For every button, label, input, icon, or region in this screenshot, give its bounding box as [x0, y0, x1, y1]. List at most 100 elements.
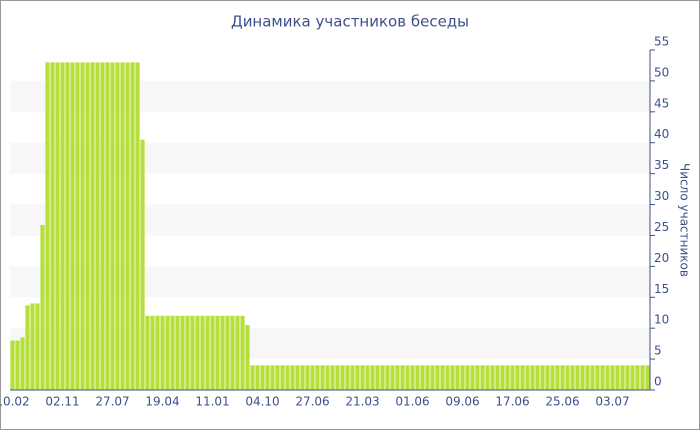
bar — [165, 315, 170, 390]
bar — [390, 365, 395, 390]
bar — [90, 62, 95, 390]
bar — [410, 365, 415, 390]
bar — [595, 365, 600, 390]
bar — [445, 365, 450, 390]
x-tick-label: 02.11 — [45, 395, 79, 409]
x-tick-label: 11.01 — [195, 395, 229, 409]
bar — [295, 365, 300, 390]
bar — [495, 365, 500, 390]
bar — [360, 365, 365, 390]
bar — [190, 315, 195, 390]
bar — [475, 365, 480, 390]
bar — [155, 315, 160, 390]
bar — [335, 365, 340, 390]
bar — [45, 62, 50, 390]
bar — [645, 365, 650, 390]
bar — [25, 305, 30, 390]
bar — [235, 315, 240, 390]
bar — [275, 365, 280, 390]
bar — [135, 62, 140, 390]
y-tick-label: 35 — [654, 158, 669, 172]
bar — [620, 365, 625, 390]
bar — [625, 365, 630, 390]
y-tick-label: 55 — [654, 35, 669, 49]
bar — [15, 340, 20, 390]
y-tick-label: 15 — [654, 282, 669, 296]
bar — [430, 365, 435, 390]
bar — [600, 365, 605, 390]
bar — [425, 365, 430, 390]
bar — [375, 365, 380, 390]
bar — [120, 62, 125, 390]
x-tick-label: 04.10 — [245, 395, 279, 409]
bar — [640, 365, 645, 390]
bar — [345, 365, 350, 390]
bar — [80, 62, 85, 390]
bar — [465, 365, 470, 390]
bar — [285, 365, 290, 390]
bar — [350, 365, 355, 390]
chart-title: Динамика участников беседы — [231, 13, 469, 31]
x-tick-label: 09.06 — [445, 395, 479, 409]
bar — [65, 62, 70, 390]
bar — [315, 365, 320, 390]
y-tick-label: 45 — [654, 96, 669, 110]
y-tick-label: 5 — [654, 344, 662, 358]
bar — [60, 62, 65, 390]
x-tick-label: 03.07 — [595, 395, 629, 409]
bar — [250, 365, 255, 390]
bar — [145, 315, 150, 390]
bar — [220, 315, 225, 390]
bar — [115, 62, 120, 390]
bar — [525, 365, 530, 390]
bar — [35, 303, 40, 390]
bar — [95, 62, 100, 390]
x-tick-label: 25.06 — [545, 395, 579, 409]
bar — [355, 365, 360, 390]
x-tick-label: 10.02 — [0, 395, 30, 409]
bar — [40, 224, 45, 390]
bar — [485, 365, 490, 390]
bar — [580, 365, 585, 390]
bar — [480, 365, 485, 390]
bar — [160, 315, 165, 390]
bar — [550, 365, 555, 390]
bar — [140, 139, 145, 390]
x-tick-label: 21.03 — [345, 395, 379, 409]
bar — [100, 62, 105, 390]
bar — [130, 62, 135, 390]
bar — [540, 365, 545, 390]
x-tick-label: 27.06 — [295, 395, 329, 409]
bar — [75, 62, 80, 390]
bar — [560, 365, 565, 390]
bar — [280, 365, 285, 390]
bar — [225, 315, 230, 390]
bar — [170, 315, 175, 390]
bar — [320, 365, 325, 390]
bar — [30, 303, 35, 390]
bar — [55, 62, 60, 390]
bar — [635, 365, 640, 390]
bar — [150, 315, 155, 390]
bar — [420, 365, 425, 390]
bar — [535, 365, 540, 390]
y-tick-label: 30 — [654, 189, 669, 203]
bar — [630, 365, 635, 390]
bar — [255, 365, 260, 390]
bar — [515, 365, 520, 390]
bar — [590, 365, 595, 390]
bar — [565, 365, 570, 390]
bar — [585, 365, 590, 390]
bar — [435, 365, 440, 390]
bar — [520, 365, 525, 390]
bar — [50, 62, 55, 390]
bar — [570, 365, 575, 390]
bar — [290, 365, 295, 390]
bar — [325, 365, 330, 390]
bar — [125, 62, 130, 390]
bar — [270, 365, 275, 390]
y-axis-label: Число участников — [678, 163, 692, 277]
bar — [470, 365, 475, 390]
y-tick-label: 50 — [654, 65, 669, 79]
